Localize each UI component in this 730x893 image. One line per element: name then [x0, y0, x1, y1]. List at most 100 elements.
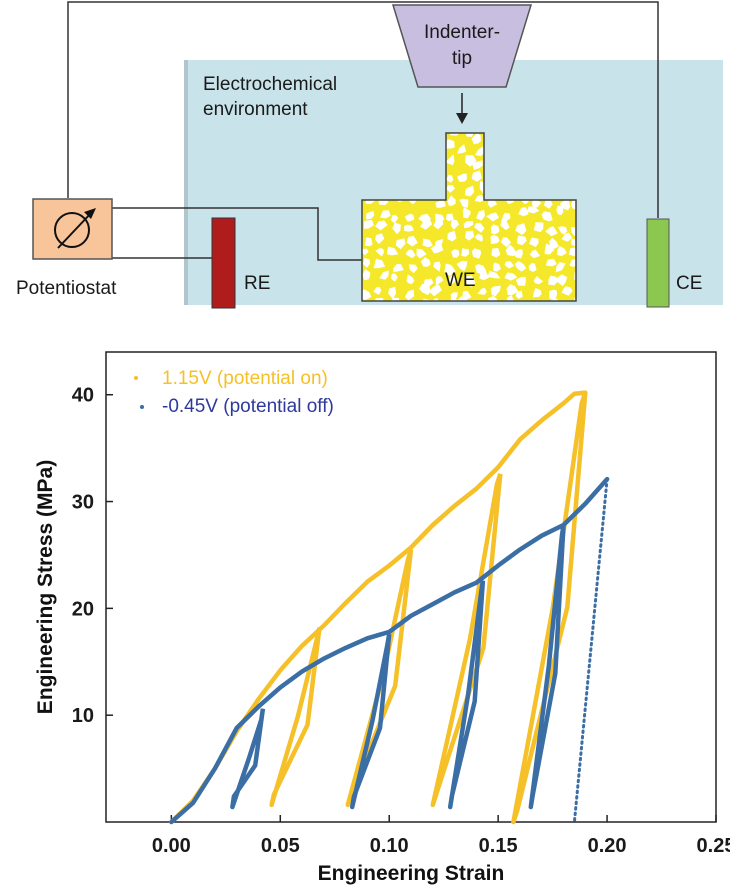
foam-pore: [561, 286, 573, 296]
foam-pore: [406, 274, 415, 285]
circuit-wires: [67, 1, 659, 261]
foam-pore: [465, 185, 475, 197]
foam-pore: [362, 269, 371, 281]
foam-pore: [445, 154, 455, 166]
stress-strain-chart: 0.00 0.05 0.10 0.15 0.20 0.25 10 20 30 40 1.15V …: [34, 351, 730, 885]
foam-pore: [568, 247, 576, 257]
legend-marker-on: [134, 376, 138, 380]
x-tick-label: 0.20: [588, 835, 627, 857]
series-potential-off: [169, 476, 610, 825]
wire-potentiostat-to-ce: [67, 1, 659, 218]
foam-pore: [500, 237, 511, 248]
ce-label: CE: [676, 273, 702, 294]
y-axis: 10 20 30 40: [72, 385, 113, 727]
foam-pore: [464, 275, 476, 287]
foam-pore: [504, 272, 518, 281]
foam-pore: [456, 260, 468, 272]
foam-pore: [548, 275, 559, 286]
legend-label-off: -0.45V (potential off): [162, 396, 334, 417]
envelope-curve: [169, 476, 610, 825]
y-tick-label: 10: [72, 705, 94, 727]
unload-reload-loop: [269, 627, 322, 808]
foam-pore: [447, 195, 456, 206]
foam-pore: [446, 213, 454, 222]
foam-pore: [461, 248, 470, 257]
foam-pore: [533, 222, 544, 233]
foam-ligament-pattern: [362, 133, 576, 301]
y-axis-label: Engineering Stress (MPa): [34, 460, 57, 714]
foam-pore: [457, 296, 470, 301]
wire-potentiostat-to-we: [112, 207, 362, 261]
legend-marker-off: [140, 405, 144, 409]
reference-electrode: [211, 217, 236, 309]
foam-pore: [365, 237, 373, 247]
foam-pore: [571, 238, 576, 247]
indenter-tip: [391, 4, 533, 88]
foam-pore: [420, 219, 433, 230]
foam-pore: [555, 274, 568, 287]
foam-pore: [419, 283, 431, 296]
foam-pore: [474, 233, 483, 242]
indenter-label-line1: Indenter-: [424, 22, 500, 43]
foam-pore: [457, 173, 467, 182]
foam-pore: [549, 289, 558, 300]
legend: 1.15V (potential on) -0.45V (potential o…: [134, 368, 334, 417]
environment-label-line2: environment: [203, 99, 308, 120]
foam-pore: [465, 230, 475, 241]
x-tick-label: 0.10: [370, 835, 409, 857]
foam-pore: [380, 210, 391, 219]
foam-pore: [486, 212, 500, 222]
foam-pore: [474, 223, 485, 233]
foam-pore: [446, 184, 455, 193]
unload-reload-loop: [447, 580, 486, 810]
foam-pore: [447, 230, 457, 242]
x-axis: 0.00 0.05 0.10 0.15 0.20 0.25: [152, 815, 730, 857]
we-label: WE: [445, 270, 476, 291]
foam-pore: [526, 206, 540, 214]
foam-pore: [490, 234, 500, 245]
final-unload-dotted: [572, 477, 609, 824]
foam-pore: [363, 220, 374, 229]
foam-pore: [459, 198, 469, 208]
x-axis-label: Engineering Strain: [318, 862, 505, 885]
foam-pore: [428, 284, 442, 297]
foam-pore: [515, 290, 523, 299]
foam-pore: [493, 262, 501, 272]
foam-pore: [435, 276, 444, 286]
foam-pore: [545, 226, 558, 237]
unload-reload-loop: [528, 524, 566, 810]
foam-pore: [406, 235, 418, 247]
foam-pore: [444, 139, 455, 149]
counter-electrode: [646, 218, 670, 308]
x-tick-label: 0.00: [152, 835, 191, 857]
foam-pore: [500, 220, 510, 231]
indenter-label-line2: tip: [452, 48, 472, 69]
foam-pore: [435, 200, 446, 208]
plot-frame: [105, 351, 717, 823]
foam-pore: [518, 207, 529, 217]
foam-pore: [392, 263, 404, 273]
foam-pore: [490, 285, 501, 297]
foam-pore: [501, 212, 511, 221]
unload-reload-loop: [230, 708, 266, 810]
foam-pore: [561, 232, 573, 242]
y-tick-label: 30: [72, 492, 94, 514]
potentiostat-circle-icon: [54, 212, 90, 248]
x-tick-label: 0.15: [479, 835, 518, 857]
foam-pore: [515, 223, 527, 236]
foam-pore: [555, 262, 566, 273]
foam-pore: [549, 237, 559, 249]
foam-pore: [444, 263, 456, 276]
foam-pore: [379, 270, 389, 280]
foam-pore: [366, 211, 375, 220]
working-electrode: [361, 132, 577, 302]
foam-pore: [451, 249, 460, 258]
foam-pore: [408, 264, 418, 274]
foam-pore: [420, 257, 431, 267]
foam-pore: [404, 224, 414, 232]
foam-pore: [471, 170, 482, 182]
foam-pore: [545, 258, 557, 267]
legend-label-on: 1.15V (potential on): [162, 368, 328, 389]
foam-pore: [529, 237, 539, 247]
